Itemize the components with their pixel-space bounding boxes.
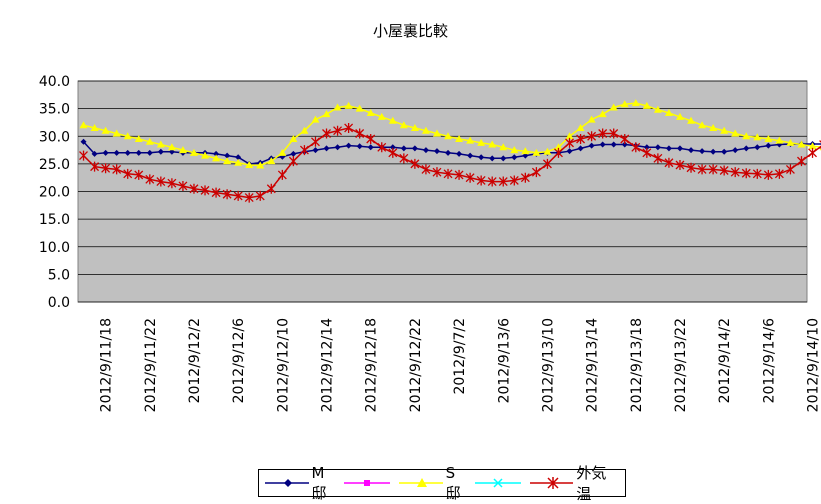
legend-item-outdoor: 外気温: [530, 462, 619, 504]
x-tick-label: 2012/9/13/6: [496, 318, 512, 404]
data-point: [809, 148, 817, 158]
y-tick-label: 10.0: [39, 240, 70, 256]
y-tick-label: 0.0: [48, 295, 70, 311]
legend-key-magenta: [344, 477, 390, 489]
y-tick-label: 15.0: [39, 212, 70, 228]
x-tick-label: 2012/9/11/22: [143, 318, 159, 412]
x-tick-label: 2012/9/14/2: [717, 318, 733, 403]
legend-label-s: S邸: [446, 464, 469, 503]
legend-item-s: S邸: [399, 464, 469, 503]
x-tick-label: 2012/9/12/2: [187, 318, 203, 403]
legend: M邸 S邸 外気温: [258, 469, 626, 497]
y-tick-label: 35.0: [39, 102, 70, 118]
legend-label-outdoor: 外気温: [576, 462, 619, 504]
x-tick-label: 2012/9/13/10: [540, 318, 556, 412]
y-tick-label: 20.0: [39, 185, 70, 201]
y-tick-label: 40.0: [39, 74, 70, 90]
legend-key-cyan: [475, 477, 521, 489]
x-axis: 2012/9/11/18 2012/9/11/22 2012/9/12/2 2012/…: [99, 318, 821, 412]
x-tick-label: 2012/9/12/18: [364, 318, 380, 412]
x-tick-label: 2012/9/12/6: [231, 318, 247, 404]
x-tick-label: 2012/9/12/10: [275, 318, 291, 412]
x-tick-label: 2012/9/11/18: [99, 318, 115, 412]
x-tick-label: 2012/9/7/2: [452, 318, 468, 395]
y-tick-label: 30.0: [39, 129, 70, 145]
legend-key-m: [265, 477, 309, 489]
legend-item-m: M邸: [265, 464, 338, 503]
legend-label-m: M邸: [312, 464, 338, 503]
legend-item-magenta: [344, 477, 393, 489]
x-tick-label: 2012/9/13/14: [585, 318, 601, 412]
legend-key-outdoor: [530, 477, 574, 489]
x-tick-label: 2012/9/14/10: [806, 318, 821, 412]
legend-key-s: [399, 477, 443, 489]
legend-item-cyan: [475, 477, 524, 489]
y-axis: 0.0 5.0 10.0 15.0 20.0 25.0 30.0 35.0 40.0: [39, 74, 70, 311]
y-tick-label: 25.0: [39, 157, 70, 173]
x-tick-label: 2012/9/13/22: [673, 318, 689, 412]
x-tick-label: 2012/9/12/22: [408, 318, 424, 412]
x-tick-label: 2012/9/13/18: [629, 318, 645, 412]
x-tick-label: 2012/9/14/6: [761, 318, 777, 404]
x-tick-label: 2012/9/12/14: [320, 318, 336, 412]
y-tick-label: 5.0: [48, 267, 70, 283]
